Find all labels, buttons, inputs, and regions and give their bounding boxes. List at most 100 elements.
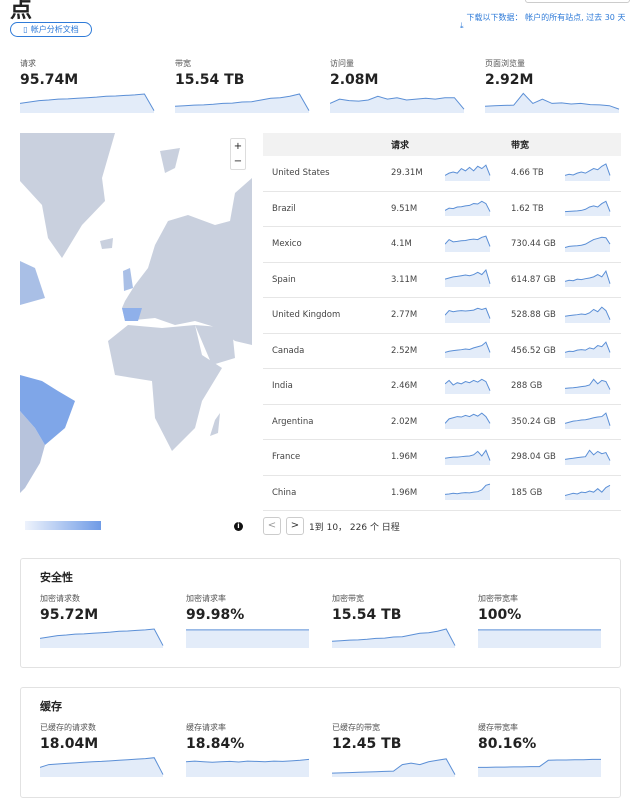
metric-sparkline-line — [20, 93, 155, 111]
header-bandwidth[interactable]: 带宽 — [511, 141, 530, 151]
country-name: Canada — [272, 345, 305, 356]
country-table: 请求 带宽 United States 29.31M 4.66 TB Brazil 9.5… — [263, 133, 621, 511]
account-analytics-docs-button[interactable]: ▯ 帐户分析文档 — [10, 22, 92, 37]
requests-sparkline — [444, 307, 491, 323]
metric-card[interactable]: 页面浏览量 2.92M — [485, 58, 623, 113]
bandwidth-sparkline-line — [564, 412, 611, 427]
table-row[interactable]: Canada 2.52M 456.52 GB — [263, 334, 621, 369]
country-name: United Kingdom — [272, 310, 341, 321]
metric-label: 已缓存的带宽 — [332, 723, 380, 732]
table-row[interactable]: United Kingdom 2.77M 528.88 GB — [263, 298, 621, 334]
bandwidth-value: 614.87 GB — [511, 274, 556, 285]
bandwidth-sparkline — [564, 163, 611, 181]
requests-spark-cell — [444, 198, 511, 219]
metric-card[interactable]: 缓存请求率 18.84% — [186, 722, 324, 777]
world-map[interactable]: + − i — [20, 133, 255, 533]
cache-card: 缓存已缓存的请求数 18.04M 缓存请求率 18.84% 已缓存的带宽 12.45 TB… — [20, 687, 621, 798]
metric-card[interactable]: 访问量 2.08M — [330, 58, 468, 113]
info-icon[interactable]: i — [234, 522, 243, 531]
metric-sparkline-line — [485, 92, 620, 110]
bandwidth-value: 350.24 GB — [511, 416, 556, 427]
metric-value: 80.16% — [478, 736, 537, 752]
metric-sparkline-line — [186, 758, 310, 763]
metric-card[interactable]: 带宽 15.54 TB — [175, 58, 313, 113]
bandwidth-sparkline-line — [564, 378, 611, 390]
greenland — [20, 133, 115, 258]
country-name: Mexico — [272, 239, 302, 250]
requests-sparkline — [444, 164, 491, 181]
header-requests[interactable]: 请求 — [391, 141, 410, 151]
bandwidth-sparkline-area — [565, 237, 610, 252]
table-row[interactable]: Spain 3.11M 614.87 GB — [263, 263, 621, 298]
metric-sparkline-line — [330, 95, 465, 110]
bandwidth-sparkline — [564, 378, 611, 394]
metric-card[interactable]: 加密带宽 15.54 TB — [332, 593, 470, 648]
download-icon: ⤓ — [460, 21, 464, 30]
metric-value: 100% — [478, 607, 522, 623]
metric-value: 15.54 TB — [175, 72, 245, 88]
requests-spark-cell — [444, 234, 511, 255]
table-row[interactable]: India 2.46M 288 GB — [263, 369, 621, 405]
bandwidth-spark-cell — [564, 269, 621, 290]
table-row[interactable]: United States 29.31M 4.66 TB — [263, 156, 621, 192]
metric-card[interactable]: 已缓存的带宽 12.45 TB — [332, 722, 470, 777]
requests-sparkline-line — [444, 200, 491, 213]
requests-spark-cell — [444, 269, 511, 290]
table-row[interactable]: China 1.96M 185 GB — [263, 476, 621, 511]
requests-spark-cell — [444, 305, 511, 326]
metric-sparkline-area — [186, 759, 309, 777]
zoom-in-button[interactable]: + — [233, 141, 243, 152]
bandwidth-sparkline-line — [564, 449, 611, 461]
book-icon: ▯ — [23, 25, 28, 34]
download-data-link[interactable]: ⤓ 下载以下数据： 帐户的所有站点, 过去 30 天 — [460, 12, 632, 30]
next-page-button[interactable]: > — [286, 517, 304, 535]
metric-card[interactable]: 已缓存的请求数 18.04M — [40, 722, 178, 777]
bandwidth-value: 1.62 TB — [511, 203, 544, 214]
metric-card[interactable]: 加密请求率 99.98% — [186, 593, 324, 648]
metric-sparkline-line — [478, 758, 601, 768]
bandwidth-spark-cell — [564, 376, 621, 397]
metric-card[interactable]: 缓存带宽率 80.16% — [478, 722, 616, 777]
metric-value: 2.92M — [485, 72, 534, 88]
bandwidth-sparkline — [564, 412, 611, 430]
requests-value: 4.1M — [391, 239, 412, 250]
metric-value: 95.72M — [40, 607, 99, 623]
page-title: 点 — [10, 0, 33, 23]
metric-sparkline-area — [478, 759, 601, 777]
time-range-selector[interactable] — [525, 0, 630, 3]
requests-spark-cell — [444, 447, 511, 468]
requests-sparkline-line — [444, 378, 491, 391]
table-row[interactable]: Mexico 4.1M 730.44 GB — [263, 227, 621, 263]
cache-title: 缓存 — [40, 700, 62, 713]
security-title: 安全性 — [40, 571, 73, 584]
metric-sparkline-line — [332, 758, 456, 775]
metric-card[interactable]: 请求 95.74M — [20, 58, 158, 113]
bandwidth-sparkline — [564, 449, 611, 465]
bandwidth-sparkline — [564, 236, 611, 252]
metric-sparkline-area — [40, 629, 163, 648]
metric-card[interactable]: 加密带宽率 100% — [478, 593, 616, 648]
metric-label: 访问量 — [330, 59, 354, 68]
bandwidth-sparkline — [564, 200, 611, 217]
metric-label: 加密请求率 — [186, 594, 226, 603]
country-name: Brazil — [272, 203, 296, 214]
pagination: < > 1到 10， 226 个 日程 — [263, 517, 400, 535]
requests-sparkline-area — [445, 379, 490, 394]
metric-sparkline-line — [40, 628, 164, 646]
prev-page-button[interactable]: < — [263, 517, 281, 535]
metric-card[interactable]: 加密请求数 95.72M — [40, 593, 178, 648]
table-row[interactable]: France 1.96M 298.04 GB — [263, 440, 621, 476]
metric-sparkline — [478, 629, 601, 648]
metric-value: 12.45 TB — [332, 736, 402, 752]
eurasia — [122, 178, 252, 345]
map-svg[interactable] — [20, 133, 255, 533]
metric-sparkline — [186, 629, 309, 648]
table-row[interactable]: Argentina 2.02M 350.24 GB — [263, 405, 621, 440]
country-name: India — [272, 381, 293, 392]
country-name: United States — [272, 168, 330, 179]
metric-sparkline-area — [20, 94, 154, 113]
iceland — [100, 238, 113, 249]
table-row[interactable]: Brazil 9.51M 1.62 TB — [263, 192, 621, 227]
zoom-out-button[interactable]: − — [233, 156, 243, 167]
metric-label: 页面浏览量 — [485, 59, 525, 68]
